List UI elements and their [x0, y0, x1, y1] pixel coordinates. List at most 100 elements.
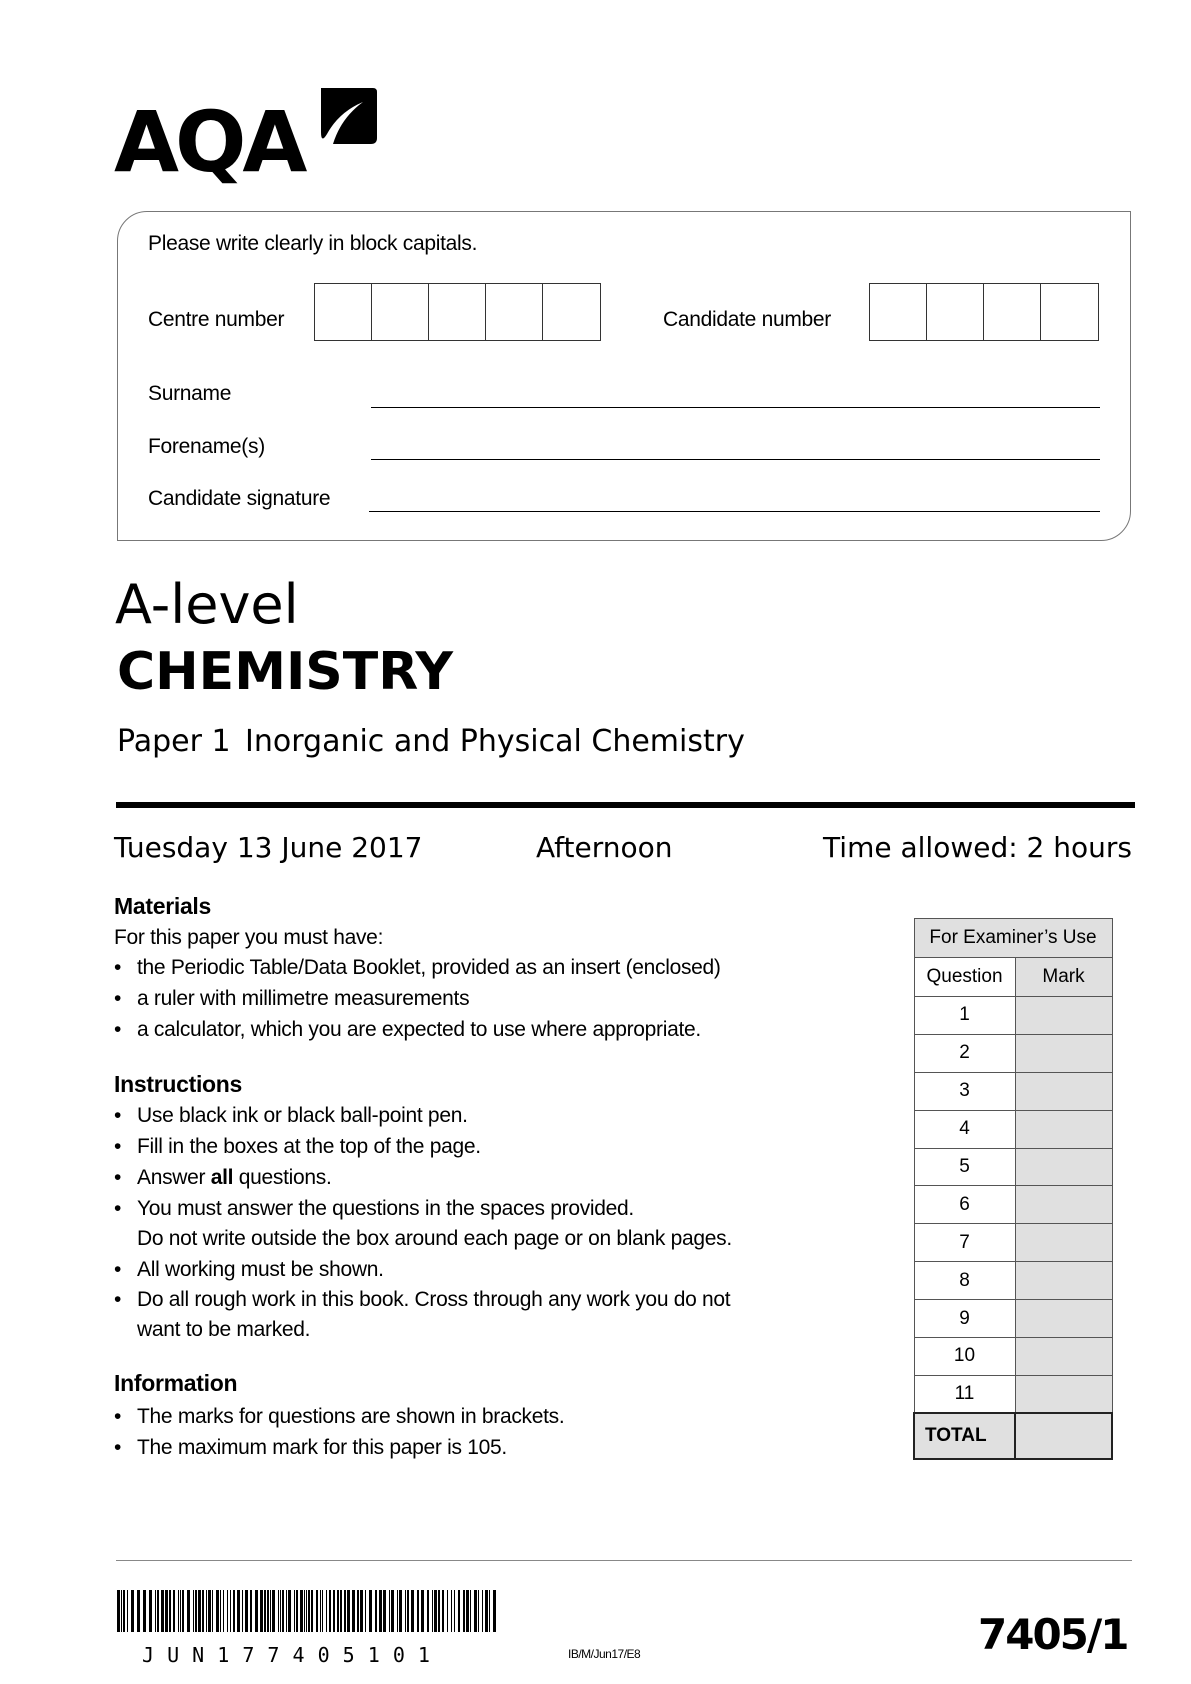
materials-intro: For this paper you must have:	[114, 926, 384, 949]
barcode-bar	[206, 1590, 207, 1632]
barcode-bar	[365, 1590, 366, 1632]
barcode-bar	[233, 1590, 235, 1632]
barcode-bar	[482, 1590, 483, 1632]
barcode-bar	[223, 1590, 224, 1632]
candidate-number-label: Candidate number	[663, 308, 831, 331]
barcode-bar	[220, 1590, 221, 1632]
mark-cell	[1014, 1033, 1113, 1073]
question-row: 5	[913, 1147, 1113, 1187]
barcode-bar	[442, 1590, 444, 1632]
candidate-details-box	[117, 211, 1131, 541]
time-allowed: Time allowed: 2 hours	[823, 831, 1132, 864]
paper-code: 7405/1	[978, 1610, 1129, 1659]
barcode-bar	[227, 1590, 228, 1632]
forenames-label: Forename(s)	[148, 435, 265, 458]
barcode-bar	[352, 1590, 355, 1632]
mark-cell	[1014, 1109, 1113, 1149]
question-row: 4	[913, 1109, 1113, 1149]
barcode	[117, 1590, 496, 1632]
information-item: The maximum mark for this paper is 105.	[114, 1437, 507, 1458]
mark-cell	[1014, 1337, 1113, 1376]
barcode-bar	[182, 1590, 184, 1632]
barcode-bar	[294, 1590, 295, 1632]
total-label: TOTAL	[913, 1412, 1016, 1461]
barcode-bar	[131, 1590, 134, 1632]
surname-label: Surname	[148, 382, 232, 405]
barcode-bar	[193, 1590, 194, 1632]
barcode-bar	[280, 1590, 281, 1632]
barcode-bar	[463, 1590, 465, 1632]
instruction-text: questions.	[233, 1166, 332, 1189]
candidate-number-field[interactable]	[869, 283, 1099, 341]
barcode-bar	[478, 1590, 479, 1632]
barcode-bar	[405, 1590, 406, 1632]
barcode-bar	[316, 1590, 318, 1632]
mark-cell	[1014, 1071, 1113, 1111]
barcode-bar	[407, 1590, 409, 1632]
question-row: 9	[913, 1299, 1113, 1339]
mark-cell	[1014, 1299, 1113, 1339]
barcode-bar	[375, 1590, 377, 1632]
barcode-bar	[245, 1590, 248, 1632]
information-heading: Information	[114, 1370, 238, 1396]
barcode-bar	[143, 1590, 146, 1632]
barcode-bar	[117, 1590, 120, 1632]
barcode-bar	[127, 1590, 128, 1632]
barcode-bar	[296, 1590, 298, 1632]
instruction-item: All working must be shown.	[114, 1259, 384, 1280]
instruction-item: Answer all questions.	[114, 1166, 332, 1189]
block-capitals-instruction: Please write clearly in block capitals.	[148, 232, 478, 255]
barcode-bar	[340, 1590, 342, 1632]
barcode-bar	[161, 1590, 164, 1632]
centre-number-field[interactable]	[314, 283, 601, 341]
barcode-bar	[169, 1590, 171, 1632]
mark-cell	[1014, 1147, 1113, 1187]
materials-item: a ruler with millimetre measurements	[114, 988, 470, 1009]
barcode-bar	[347, 1590, 350, 1632]
barcode-bar	[357, 1590, 359, 1632]
instruction-item: Use black ink or black ball-point pen.	[114, 1105, 468, 1126]
instruction-text: Answer	[137, 1166, 211, 1189]
barcode-bar	[432, 1590, 433, 1632]
barcode-bar	[270, 1590, 271, 1632]
barcode-bar	[383, 1590, 386, 1632]
barcode-bar	[242, 1590, 243, 1632]
question-row: 7	[913, 1223, 1113, 1263]
question-row: 2	[913, 1033, 1113, 1073]
barcode-bar	[474, 1590, 477, 1632]
barcode-bar	[454, 1590, 455, 1632]
barcode-bar	[344, 1590, 346, 1632]
mark-column-header: Mark	[1014, 957, 1113, 997]
question-row: 8	[913, 1261, 1113, 1301]
question-row: 3	[913, 1071, 1113, 1111]
barcode-bar	[264, 1590, 266, 1632]
barcode-bar	[282, 1590, 284, 1632]
barcode-text: J U N 1 7 7 4 0 5 1 0 1	[142, 1643, 431, 1667]
barcode-bar	[286, 1590, 287, 1632]
materials-item: a calculator, which you are expected to …	[114, 1019, 701, 1040]
paper-name: Inorganic and Physical Chemistry	[245, 724, 745, 759]
barcode-bar	[272, 1590, 275, 1632]
barcode-bar	[434, 1590, 437, 1632]
question-number: 3	[913, 1071, 1016, 1111]
examiners-use-title: For Examiner’s Use	[913, 918, 1113, 958]
barcode-bar	[306, 1590, 307, 1632]
mark-cell	[1014, 1374, 1113, 1414]
barcode-bar	[493, 1590, 496, 1632]
barcode-bar	[155, 1590, 156, 1632]
forenames-field[interactable]	[371, 459, 1100, 460]
barcode-bar	[267, 1590, 269, 1632]
barcode-bar	[360, 1590, 363, 1632]
signature-field[interactable]	[369, 511, 1100, 512]
barcode-bar	[320, 1590, 321, 1632]
surname-field[interactable]	[371, 407, 1100, 408]
barcode-bar	[447, 1590, 448, 1632]
barcode-bar	[329, 1590, 331, 1632]
question-number: 2	[913, 1033, 1016, 1073]
barcode-bar	[260, 1590, 263, 1632]
barcode-bar	[421, 1590, 424, 1632]
barcode-bar	[212, 1590, 213, 1632]
barcode-bar	[458, 1590, 460, 1632]
barcode-bar	[230, 1590, 231, 1632]
